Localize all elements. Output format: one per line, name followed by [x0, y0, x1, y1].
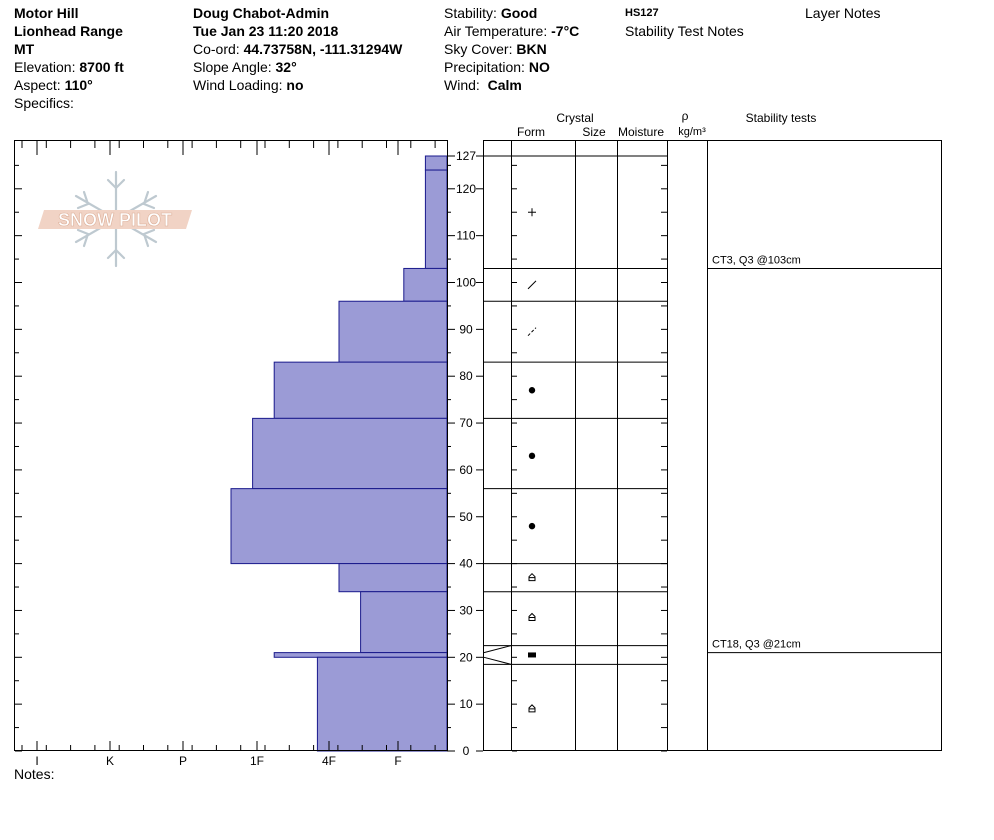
hardness-bars: [230, 155, 448, 752]
form-rounded-icon: [528, 452, 536, 460]
logo-text: SNOW PILOT: [58, 210, 172, 230]
depth-label-70: 70: [459, 416, 473, 430]
layer-connector: [483, 645, 512, 654]
hardness-bar-4: [273, 361, 448, 419]
hardness-label-K: K: [106, 754, 114, 768]
depth-axis-labels: 0 10 20 30 40 50 60 70 80 90 100 110 120 127: [447, 149, 483, 758]
depth-label-90: 90: [459, 322, 473, 336]
layer-notes-label: Layer Notes: [805, 5, 881, 21]
precip-value: NO: [528, 59, 550, 75]
conditions-block: Stability: Good Air Temperature: -7°C Sk…: [444, 4, 579, 94]
density-unit-header: kg/m³: [678, 126, 706, 138]
depth-left-ticks: [15, 164, 22, 752]
sky-value: BKN: [516, 41, 547, 57]
depth-label-50: 50: [459, 510, 473, 524]
specifics-label: Specifics:: [14, 95, 74, 111]
hs-label: HS127: [625, 7, 659, 19]
form-rounded-icon: [528, 387, 536, 394]
stability-test-markers: CT3, Q3 @103cm CT18, Q3 @21cm: [707, 254, 941, 654]
hardness-label-P: P: [179, 754, 187, 768]
wind-value: Calm: [487, 77, 522, 93]
depth-label-30: 30: [459, 603, 473, 617]
form-header: Form: [517, 125, 545, 139]
form-decomposed-icon: [527, 327, 537, 337]
depth-label-100: 100: [456, 276, 476, 290]
hardness-label-F: F: [394, 754, 401, 768]
hardness-bar-0: [424, 155, 448, 171]
layer-boundaries: [483, 155, 667, 752]
form-crust-icon: [528, 652, 536, 658]
observer-block: Doug Chabot-Admin Tue Jan 23 11:20 2018 …: [193, 4, 402, 94]
depth-label-0: 0: [463, 744, 470, 758]
sky-row: Sky Cover: BKN: [444, 41, 547, 57]
wind-loading-row: Wind Loading: no: [193, 77, 304, 93]
hardness-bar-9: [273, 652, 448, 658]
hardness-bar-5: [252, 417, 448, 490]
elevation-value: 8700 ft: [79, 59, 124, 75]
precip-row: Precipitation: NO: [444, 59, 550, 75]
depth-label-120: 120: [456, 182, 476, 196]
coord-value: 44.73758N, -111.31294W: [243, 41, 403, 57]
form-facet-icon: [528, 612, 536, 621]
stability-test-label-0: CT3, Q3 @103cm: [712, 254, 801, 266]
notes-headers: HS127 Stability Test Notes: [625, 4, 744, 40]
depth-label-60: 60: [459, 463, 473, 477]
depth-label-10: 10: [459, 697, 473, 711]
range-name: Lionhead Range: [14, 23, 123, 39]
hardness-bar-3: [338, 300, 448, 363]
wind-row: Wind: Calm: [444, 77, 522, 93]
hardness-bar-6: [230, 488, 448, 565]
form-facet-icon: [528, 704, 536, 713]
stability-value: Good: [500, 5, 538, 21]
depth-label-127: 127: [456, 149, 476, 163]
hardness-bar-2: [403, 267, 448, 302]
form-fragment-icon: [527, 280, 537, 290]
hardness-label-I: I: [35, 754, 38, 768]
air-temp-row: Air Temperature: -7°C: [444, 23, 580, 39]
hardness-bar-7: [338, 563, 448, 593]
rho-header: ρ: [682, 109, 689, 123]
layer-table: [483, 140, 942, 751]
hardness-bar-10: [316, 656, 448, 752]
slope-row: Slope Angle: 32°: [193, 59, 297, 75]
elevation-row: Elevation: 8700 ft: [14, 59, 124, 75]
form-facet-icon: [528, 572, 536, 582]
slope-value: 32°: [275, 59, 297, 75]
location-name: Motor Hill: [14, 5, 79, 21]
notes-label: Notes:: [14, 766, 55, 782]
stability-row: Stability: Good: [444, 5, 538, 21]
coord-row: Co-ord: 44.73758N, -111.31294W: [193, 41, 403, 57]
depth-label-80: 80: [459, 369, 473, 383]
hardness-top-ticks: [21, 141, 436, 751]
moisture-header: Moisture: [618, 125, 664, 139]
stability-notes-label: Stability Test Notes: [625, 23, 744, 39]
size-header: Size: [582, 125, 606, 139]
location-block: Motor Hill Lionhead Range MT Elevation: …: [14, 4, 124, 112]
observer-name: Doug Chabot-Admin: [193, 5, 330, 21]
depth-label-20: 20: [459, 650, 473, 664]
state-name: MT: [14, 41, 35, 57]
stability-test-label-1: CT18, Q3 @21cm: [712, 639, 801, 651]
form-rounded-icon: [528, 522, 536, 530]
air-temp-value: -7°C: [551, 23, 580, 39]
stability-tests-header: Stability tests: [746, 111, 817, 125]
depth-label-40: 40: [459, 557, 473, 571]
hardness-label-4F: 4F: [322, 754, 336, 768]
hardness-panel-frame: [14, 140, 448, 751]
aspect-row: Aspect: 110°: [14, 77, 93, 93]
hardness-scale-labels: I K P 1F 4F F: [35, 754, 401, 768]
depth-label-110: 110: [456, 229, 475, 243]
datetime: Tue Jan 23 11:20 2018: [193, 23, 339, 39]
wind-loading-value: no: [286, 77, 304, 93]
hardness-bar-1: [424, 169, 448, 269]
crystal-form-symbols: [527, 208, 537, 713]
crystal-header: Crystal: [556, 111, 593, 125]
aspect-value: 110°: [64, 77, 93, 93]
hardness-bar-8: [360, 591, 448, 654]
layer-connector: [483, 656, 512, 665]
snowpilot-logo: SNOW PILOT: [38, 170, 192, 268]
hardness-label-1F: 1F: [250, 754, 264, 768]
layer-table-frame: [483, 140, 942, 751]
